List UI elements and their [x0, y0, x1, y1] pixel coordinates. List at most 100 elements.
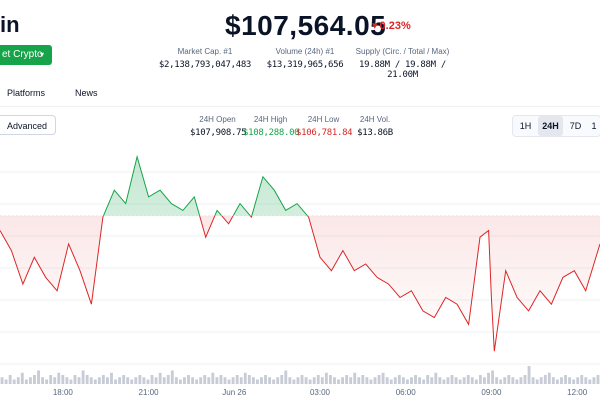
metric-24h-open: 24H Open $107,908.75 — [190, 115, 247, 138]
volume-bar — [564, 375, 567, 384]
volume-bar — [272, 379, 276, 384]
volume-bar — [442, 379, 446, 384]
volume-bar — [93, 379, 97, 384]
volume-bar — [588, 379, 592, 384]
volume-bar — [385, 377, 389, 384]
stat-market-cap: Market Cap. #1 $2,138,793,047,483 — [150, 47, 260, 70]
volume-bar — [207, 377, 211, 384]
volume-bar — [446, 377, 450, 384]
price-area-up — [103, 156, 308, 216]
volume-bar — [389, 379, 393, 384]
volume-bar — [308, 379, 312, 384]
volume-bar — [434, 372, 438, 384]
metric-value: $106,781.84 — [296, 128, 353, 138]
metric-value: $13.86B — [357, 128, 393, 138]
range-1h[interactable]: 1H — [519, 121, 532, 131]
volume-bar — [24, 379, 28, 384]
volume-bar — [292, 379, 296, 384]
tab-platforms[interactable]: Platforms — [7, 88, 46, 98]
volume-bar — [584, 377, 588, 384]
tab-news[interactable]: News — [75, 88, 98, 98]
volume-bar — [106, 377, 109, 384]
volume-bar — [499, 379, 503, 384]
price-chart[interactable]: 18:00 21:00 Jun 26 03:00 06:00 09:00 12:00 — [0, 140, 600, 400]
volume-bar — [300, 375, 304, 384]
price-area-down — [0, 215, 600, 352]
volume-bar — [515, 379, 519, 384]
volume-bar — [170, 370, 174, 384]
volume-bar — [215, 377, 219, 384]
volume-bar — [239, 377, 243, 384]
volume-bar — [227, 379, 231, 384]
divider — [0, 106, 600, 107]
volume-bar — [401, 377, 405, 384]
x-tick-label: 09:00 — [481, 388, 502, 397]
advanced-button[interactable]: Advanced — [0, 115, 56, 135]
volume-bar — [316, 375, 320, 384]
volume-bar — [483, 377, 486, 384]
volume-bar — [126, 377, 130, 384]
volume-bar — [73, 375, 77, 384]
x-tick-label: 18:00 — [53, 388, 74, 397]
range-more[interactable]: 1 — [591, 121, 597, 131]
volume-bar — [580, 375, 584, 384]
volume-bar — [381, 372, 385, 384]
volume-bar — [154, 377, 158, 384]
volume-bar — [65, 377, 69, 384]
metric-24h-high: 24H High $108,288.00 — [243, 115, 300, 138]
volume-bar — [134, 377, 138, 384]
volume-bar — [191, 377, 194, 384]
volume-bar — [81, 370, 85, 384]
volume-bar — [507, 375, 511, 384]
volume-bar — [474, 379, 478, 384]
volume-bar — [535, 379, 539, 384]
volume-bar — [478, 375, 482, 384]
stat-supply: Supply (Circ. / Total / Max) 19.88M / 19… — [345, 47, 460, 80]
volume-bar — [97, 377, 101, 384]
range-24h[interactable]: 24H — [538, 116, 563, 136]
volume-bar — [211, 372, 215, 384]
volume-bar — [101, 375, 105, 384]
range-7d[interactable]: 7D — [569, 121, 582, 131]
volume-bar — [20, 372, 24, 384]
volume-bar — [568, 377, 572, 384]
volume-bar — [288, 377, 292, 384]
stat-label: Market Cap. #1 — [177, 47, 233, 56]
volume-bar — [199, 377, 203, 384]
volume-bar — [345, 375, 349, 384]
price-change: ▾ 0.23% — [372, 19, 411, 32]
stat-value: $13,319,965,656 — [266, 60, 344, 70]
volume-bar — [284, 370, 288, 384]
stat-label: Volume (24h) #1 — [275, 47, 335, 56]
volume-bar — [12, 379, 16, 384]
volume-bar — [365, 377, 369, 384]
volume-bar — [195, 379, 199, 384]
stat-label: Supply (Circ. / Total / Max) — [355, 47, 450, 56]
volume-bar — [118, 377, 122, 384]
volume-bar — [4, 379, 8, 384]
volume-bar — [138, 375, 142, 384]
volume-bar — [543, 375, 547, 384]
volume-bar — [572, 379, 576, 384]
stat-value: $2,138,793,047,483 — [158, 60, 252, 70]
volume-bar — [37, 370, 40, 384]
volume-bar — [369, 379, 373, 384]
volume-bar — [243, 372, 247, 384]
metric-24h-vol: 24H Vol. $13.86B — [355, 115, 395, 138]
volume-bar — [418, 377, 422, 384]
volume-bar — [527, 366, 531, 384]
volume-bar — [33, 375, 36, 384]
volume-bar — [178, 379, 182, 384]
metric-value: $108,288.00 — [243, 128, 300, 138]
volume-bar — [158, 372, 162, 384]
metric-label: 24H Low — [307, 115, 340, 124]
volume-bar — [551, 377, 555, 384]
volume-bar — [0, 377, 4, 384]
volume-bar — [511, 377, 515, 384]
volume-bar — [49, 375, 53, 384]
volume-bar — [150, 375, 154, 384]
chevron-down-icon: ▾ — [39, 50, 44, 59]
x-tick-label: 21:00 — [139, 388, 160, 397]
get-crypto-button[interactable]: et Crypto ▾ — [0, 45, 52, 65]
volume-bar — [89, 377, 93, 384]
